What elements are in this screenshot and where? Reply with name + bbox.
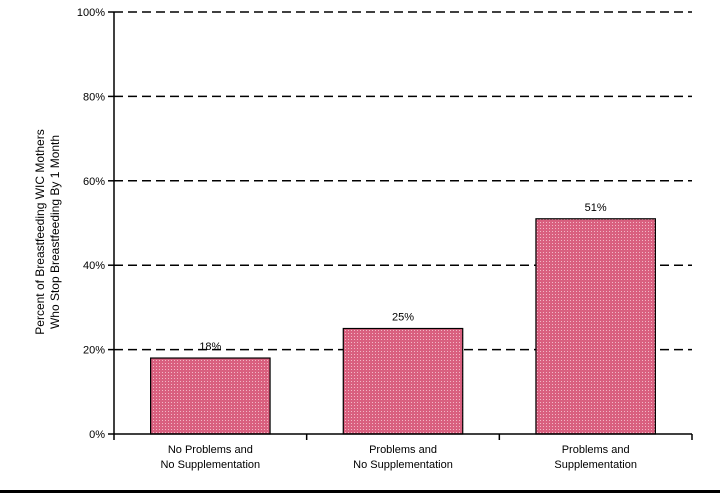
data-labels: 18% 25% 51% [199, 202, 607, 353]
bar-data-label: 25% [392, 312, 414, 324]
x-category-label: Supplementation [554, 459, 637, 471]
x-category-label: No Problems and [168, 444, 253, 456]
x-axis-categories: No Problems and No Supplementation Problem… [113, 434, 693, 471]
bar-data-label: 18% [199, 341, 221, 353]
y-tick-label: 40% [83, 260, 105, 272]
x-category-label: Problems and [562, 444, 630, 456]
x-category-label: No Supplementation [353, 459, 453, 471]
y-axis-label: Percent of Breastfeeding WIC Mothers Who… [33, 129, 62, 334]
bars [150, 218, 656, 435]
x-category-label: No Supplementation [160, 459, 260, 471]
y-tick-label: 80% [83, 91, 105, 103]
bottom-rule [0, 490, 720, 493]
y-axis-label-line-2: Who Stop Breastfeeding By 1 Month [48, 135, 62, 329]
y-tick-label: 20% [83, 345, 105, 357]
x-category-label: Problems and [369, 444, 437, 456]
y-tick-label: 60% [83, 176, 105, 188]
bar [150, 357, 271, 435]
bar [342, 327, 464, 435]
y-tick-label: 100% [77, 7, 105, 19]
bar-data-label: 51% [585, 202, 607, 214]
y-tick-label: 0% [89, 429, 105, 441]
bar [535, 218, 656, 435]
y-axis-label-line-1: Percent of Breastfeeding WIC Mothers [33, 129, 47, 334]
y-axis-ticks: 0% 20% 40% 60% 80% 100% [77, 7, 114, 441]
